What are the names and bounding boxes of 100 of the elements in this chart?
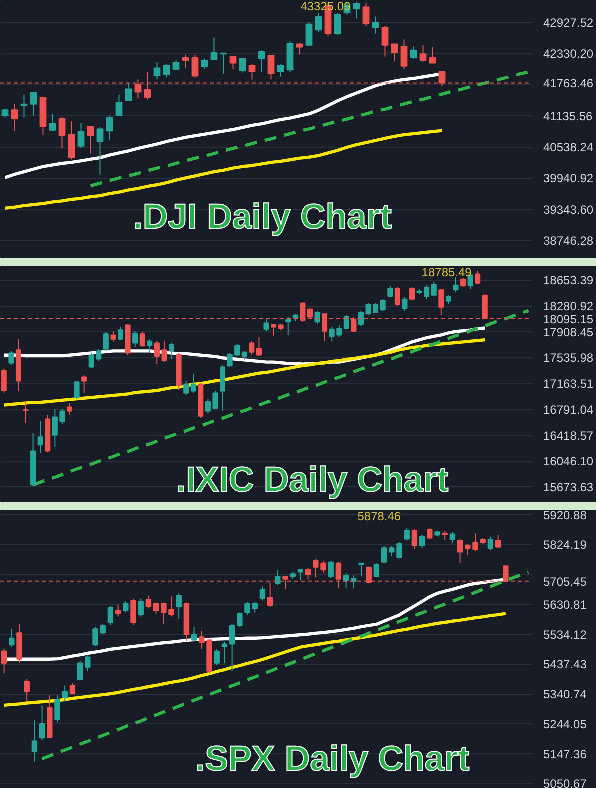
candlestick <box>214 648 220 666</box>
candlestick <box>184 380 190 396</box>
candlestick <box>96 126 104 176</box>
candlestick <box>271 324 277 337</box>
candlestick <box>11 104 18 132</box>
candlestick <box>108 605 114 626</box>
candlestick <box>388 286 394 298</box>
candlestick <box>190 374 196 394</box>
candlestick <box>54 695 60 723</box>
y-tick-label: 16791.04 <box>544 402 594 417</box>
candlestick <box>315 12 322 33</box>
candlestick <box>400 39 408 70</box>
candlestick <box>453 276 459 294</box>
candlestick <box>242 350 248 361</box>
y-tick-label: 41135.56 <box>544 109 593 124</box>
y-tick-label: 5534.12 <box>544 628 588 642</box>
candlestick <box>222 642 228 664</box>
candlestick <box>1 368 7 394</box>
candlestick <box>182 54 190 69</box>
candlestick <box>239 58 246 74</box>
candlestick <box>358 310 364 327</box>
candlestick <box>192 54 199 78</box>
candlestick <box>306 22 313 47</box>
y-tick-label: 15673.63 <box>544 480 594 494</box>
candlestick <box>353 1 360 20</box>
candlestick <box>132 330 138 348</box>
candlestick <box>115 604 122 618</box>
candlestick <box>391 42 398 62</box>
candlestick <box>176 593 182 620</box>
y-tick-label: 42927.52 <box>544 16 594 30</box>
candlestick <box>78 122 85 149</box>
candlestick <box>49 113 56 132</box>
candlestick <box>298 568 304 582</box>
y-tick-label: 5824.19 <box>544 538 588 552</box>
candlestick <box>343 572 350 590</box>
candlestick <box>420 44 427 62</box>
line-series <box>2 338 487 407</box>
line-series <box>89 70 530 188</box>
y-tick-label: 5050.67 <box>544 777 588 788</box>
y-tick-label: 18653.39 <box>544 274 594 288</box>
candlestick <box>1 648 8 674</box>
annotation: 18785.49 <box>422 266 472 280</box>
candlestick <box>230 56 237 70</box>
candlestick <box>334 12 342 36</box>
candlestick <box>74 380 80 400</box>
text: .DJI Daily Chart <box>133 198 392 236</box>
candlestick <box>116 94 123 116</box>
y-tick-label: 5244.05 <box>544 717 588 732</box>
y-tick-label: 18280.92 <box>544 300 594 314</box>
candlestick <box>58 117 66 149</box>
candlestick <box>344 314 350 330</box>
candlestick <box>110 330 116 343</box>
y-tick-label: 5437.43 <box>544 658 588 672</box>
candlestick <box>412 528 418 550</box>
candlestick <box>153 602 160 614</box>
candlestick <box>68 121 76 160</box>
candlestick <box>147 338 153 354</box>
candlestick <box>146 595 152 610</box>
y-tick-label: 16046.10 <box>544 454 594 469</box>
candlestick <box>248 64 256 80</box>
candlestick <box>8 350 14 366</box>
candlestick <box>125 82 132 102</box>
candlestick <box>442 530 448 541</box>
candlestick <box>450 532 456 544</box>
candlestick <box>82 374 88 394</box>
candlestick <box>410 46 418 60</box>
candlestick <box>258 50 266 73</box>
y-tick-label: 38746.28 <box>544 234 594 248</box>
candlestick <box>30 92 38 116</box>
text: .IXIC Daily Chart <box>176 460 449 500</box>
candlestick <box>118 326 124 341</box>
candlestick <box>446 294 452 306</box>
y-tick-label: 5340.74 <box>544 688 588 702</box>
candlestick <box>429 46 436 64</box>
candlestick <box>419 534 426 549</box>
candlestick <box>249 340 255 356</box>
candlestick <box>460 278 466 288</box>
candlestick <box>20 94 28 118</box>
candlestick <box>277 64 284 78</box>
candlestick <box>154 62 161 80</box>
y-tick-label: 17535.98 <box>544 351 594 366</box>
candlestick <box>201 58 208 70</box>
annotation: 5878.46 <box>358 510 402 524</box>
candlestick <box>314 310 320 326</box>
candlestick <box>85 654 91 672</box>
ref-line-label: 5705.45 <box>544 574 588 589</box>
candlestick <box>237 612 243 628</box>
candlestick <box>163 64 170 78</box>
y-tick-label: 39940.92 <box>544 172 594 186</box>
candlestick <box>130 598 136 626</box>
candlestick <box>264 318 270 332</box>
y-tick-label: 5630.81 <box>544 598 588 612</box>
y-tick-label: 5920.88 <box>544 508 588 522</box>
text: .SPX Daily Chart <box>195 740 470 778</box>
candlestick <box>39 705 46 741</box>
ref-line-label: 18095.15 <box>544 312 594 326</box>
candlestick <box>87 126 94 154</box>
candlestick <box>38 420 44 454</box>
candlestick <box>457 538 464 564</box>
candlestick <box>328 560 334 579</box>
